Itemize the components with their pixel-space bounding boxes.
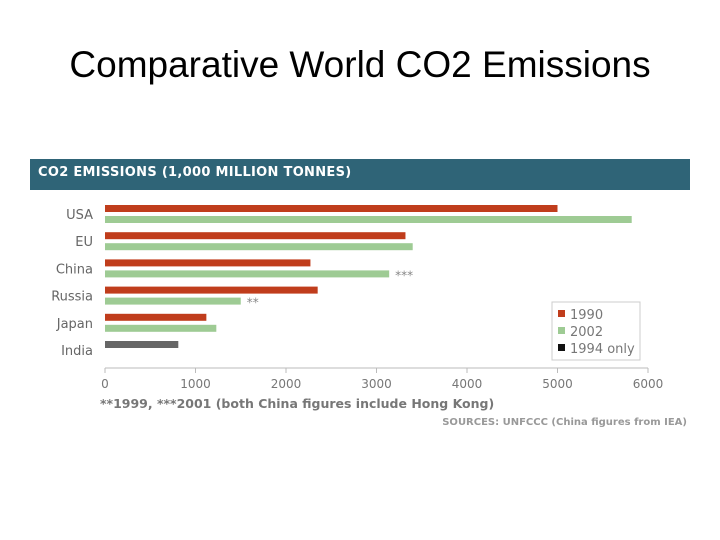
bar-usa-2002 [105,216,632,223]
bar-russia-2002 [105,297,241,305]
chart-title-bar: CO2 EMISSIONS (1,000 MILLION TONNES) [30,159,690,190]
chart-title: CO2 EMISSIONS (1,000 MILLION TONNES) [38,165,352,180]
x-tick-label-2000: 2000 [271,377,302,391]
annotation-china: *** [395,268,413,282]
slide-title: Comparative World CO2 Emissions [69,44,651,85]
legend-label-1994-only: 1994 only [570,342,635,357]
x-tick-label-0: 0 [101,377,109,391]
bar-india-1994-only [105,341,179,348]
category-label-india: India [61,344,93,359]
chart-source: SOURCES: UNFCCC (China figures from IEA) [442,417,687,428]
category-label-japan: Japan [56,317,93,332]
annotation-russia: ** [247,296,259,310]
x-tick-label-5000: 5000 [542,377,573,391]
x-tick-label-1000: 1000 [180,377,211,391]
legend-label-2002: 2002 [570,325,603,340]
legend-label-1990: 1990 [570,308,603,323]
x-tick-label-4000: 4000 [452,377,483,391]
category-label-eu: EU [75,235,93,250]
bar-russia-1990 [105,286,318,294]
legend-swatch-1994-only [558,344,565,351]
category-label-russia: Russia [51,290,93,305]
x-tick-label-6000: 6000 [633,377,664,391]
legend-box [551,301,641,361]
bar-china-1990 [105,259,311,267]
bar-japan-1990 [105,313,207,321]
chart-footnote: **1999, ***2001 (both China figures incl… [100,396,494,411]
x-tick-label-3000: 3000 [361,377,392,391]
bar-usa-1990 [105,205,558,212]
bar-eu-1990 [105,232,406,240]
bar-japan-2002 [105,324,217,332]
category-label-china: China [56,262,93,277]
category-label-usa: USA [66,208,93,223]
bar-china-2002 [105,270,390,278]
bar-eu-2002 [105,243,413,251]
legend-swatch-1990 [558,310,565,317]
legend-swatch-2002 [558,327,565,334]
